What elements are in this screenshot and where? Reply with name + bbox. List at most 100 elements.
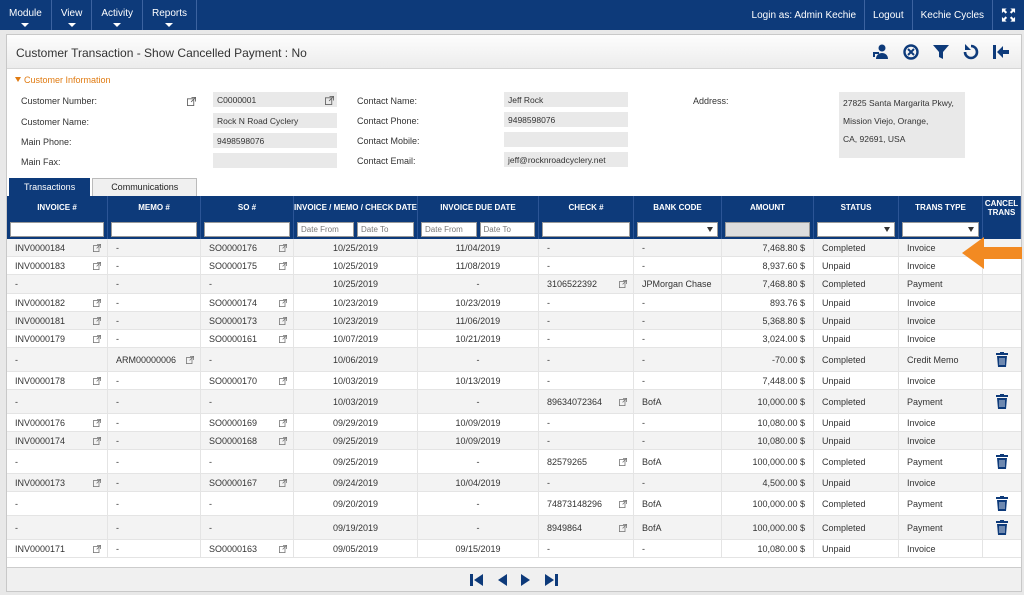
filter-memo-input[interactable] [111, 221, 197, 237]
table-row[interactable]: INV0000171 - SO0000163 09/05/2019 09/15/2019… [7, 540, 1021, 558]
open-link-icon[interactable] [93, 418, 101, 427]
prev-page-icon[interactable] [496, 573, 508, 586]
col-invoice[interactable]: INVOICE # [7, 196, 108, 219]
table-row[interactable]: - - - 10/03/2019 - 89634072364 BofA 10,000.00 $… [7, 390, 1021, 414]
table-row[interactable]: - - - 10/25/2019 - 3106522392 JPMorgan Chase 7,… [7, 275, 1021, 294]
open-link-icon[interactable] [619, 499, 627, 508]
open-link-icon[interactable] [186, 355, 194, 364]
open-link-icon[interactable] [279, 478, 287, 487]
table-row[interactable]: INV0000178 - SO0000170 10/03/2019 10/13/2019… [7, 372, 1021, 390]
open-link-icon[interactable] [93, 544, 101, 553]
col-so[interactable]: SO # [201, 196, 294, 219]
customer-lookup-button[interactable] [871, 42, 891, 62]
filter-due-from[interactable]: Date From [421, 221, 477, 237]
col-status[interactable]: STATUS [814, 196, 899, 219]
open-link-icon[interactable] [93, 334, 101, 343]
open-link-icon[interactable] [619, 457, 627, 466]
cell-cancel [983, 275, 1021, 293]
table-row[interactable]: - - - 09/20/2019 - 74873148296 BofA 100,000.00 … [7, 492, 1021, 516]
trash-icon[interactable] [996, 454, 1008, 469]
table-row[interactable]: - - - 09/25/2019 - 82579265 BofA 100,000.00 $ Co… [7, 450, 1021, 474]
col-check[interactable]: CHECK # [539, 196, 634, 219]
open-link-icon[interactable] [279, 544, 287, 553]
last-page-icon[interactable] [544, 573, 558, 586]
filter-date-to[interactable]: Date To [357, 221, 414, 237]
trash-icon[interactable] [996, 352, 1008, 367]
col-bank-code[interactable]: BANK CODE [634, 196, 722, 219]
table-row[interactable]: INV0000174 - SO0000168 09/25/2019 10/09/2019… [7, 432, 1021, 450]
open-link-icon[interactable] [619, 397, 627, 406]
filter-check-input[interactable] [542, 221, 630, 237]
trash-icon[interactable] [996, 496, 1008, 511]
filter-bank-select[interactable] [637, 221, 718, 237]
open-link-icon[interactable] [279, 436, 287, 445]
open-link-icon[interactable] [93, 376, 101, 385]
tab-transactions[interactable]: Transactions [9, 178, 91, 196]
filter-status-select[interactable] [817, 221, 895, 237]
tab-communications[interactable]: Communications [92, 178, 198, 196]
dropdown-arrow-icon [707, 226, 713, 232]
filter-invoice-input[interactable] [10, 221, 104, 237]
menu-activity[interactable]: Activity [92, 0, 143, 30]
customer-info-toggle[interactable]: Customer Information [15, 75, 111, 85]
cell-cancel[interactable] [983, 492, 1021, 515]
filter-date-from[interactable]: Date From [297, 221, 354, 237]
trash-icon[interactable] [996, 394, 1008, 409]
company-button[interactable]: Kechie Cycles [911, 0, 992, 30]
open-link-icon[interactable] [187, 97, 196, 106]
table-row[interactable]: INV0000181 - SO0000173 10/23/2019 11/06/2019… [7, 312, 1021, 330]
open-link-icon[interactable] [93, 436, 101, 445]
back-button[interactable] [991, 42, 1011, 62]
col-date[interactable]: INVOICE / MEMO / CHECK DATE [294, 196, 418, 219]
col-cancel[interactable]: CANCEL TRANS [983, 196, 1021, 219]
open-link-icon[interactable] [93, 316, 101, 325]
contact-mobile-value [504, 132, 628, 147]
table-row[interactable]: INV0000184 - SO0000176 10/25/2019 11/04/2019… [7, 239, 1021, 257]
open-link-icon[interactable] [279, 261, 287, 270]
filter-due-to[interactable]: Date To [479, 221, 535, 237]
open-link-icon[interactable] [279, 418, 287, 427]
cell-cancel[interactable] [983, 450, 1021, 473]
open-link-icon[interactable] [279, 376, 287, 385]
col-amount[interactable]: AMOUNT [722, 196, 814, 219]
filter-so-input[interactable] [204, 221, 290, 237]
open-link-icon[interactable] [93, 261, 101, 270]
menu-module[interactable]: Module [0, 0, 52, 30]
cell-memo-text: - [116, 522, 119, 533]
filter-button[interactable] [931, 42, 951, 62]
table-row[interactable]: INV0000183 - SO0000175 10/25/2019 11/08/2019… [7, 257, 1021, 275]
open-link-icon[interactable] [619, 280, 627, 288]
fullscreen-button[interactable] [992, 0, 1024, 30]
cell-cancel[interactable] [983, 390, 1021, 413]
table-row[interactable]: - ARM00000006 - 10/06/2019 - - - -70.00 $ Comple… [7, 348, 1021, 372]
cell-cancel[interactable] [983, 516, 1021, 539]
filter-type-select[interactable] [902, 221, 979, 237]
next-page-icon[interactable] [520, 573, 532, 586]
logout-button[interactable]: Logout [864, 0, 912, 30]
open-link-icon[interactable] [279, 298, 287, 307]
col-trans-type[interactable]: TRANS TYPE [899, 196, 983, 219]
open-link-icon[interactable] [93, 478, 101, 487]
open-link-icon[interactable] [619, 523, 627, 532]
col-memo[interactable]: MEMO # [108, 196, 201, 219]
menu-reports[interactable]: Reports [143, 0, 197, 30]
menu-view[interactable]: View [52, 0, 93, 30]
table-row[interactable]: INV0000182 - SO0000174 10/23/2019 10/23/2019… [7, 294, 1021, 312]
trash-icon[interactable] [996, 520, 1008, 535]
open-link-icon[interactable] [93, 298, 101, 307]
cell-type: Payment [899, 390, 983, 413]
cell-cancel[interactable] [983, 348, 1021, 371]
table-row[interactable]: INV0000173 - SO0000167 09/24/2019 10/04/2019… [7, 474, 1021, 492]
open-link-icon[interactable] [279, 316, 287, 325]
table-row[interactable]: INV0000179 - SO0000161 10/07/2019 10/21/2019… [7, 330, 1021, 348]
first-page-icon[interactable] [470, 573, 484, 586]
open-link-icon[interactable] [325, 96, 334, 105]
open-link-icon[interactable] [93, 243, 101, 252]
table-row[interactable]: - - - 09/19/2019 - 8949864 BofA 100,000.00 $ Com… [7, 516, 1021, 540]
open-link-icon[interactable] [279, 334, 287, 343]
open-link-icon[interactable] [279, 243, 287, 252]
refresh-button[interactable] [961, 42, 981, 62]
toggle-cancelled-button[interactable] [901, 42, 921, 62]
table-row[interactable]: INV0000176 - SO0000169 09/29/2019 10/09/2019… [7, 414, 1021, 432]
col-due-date[interactable]: INVOICE DUE DATE [418, 196, 539, 219]
